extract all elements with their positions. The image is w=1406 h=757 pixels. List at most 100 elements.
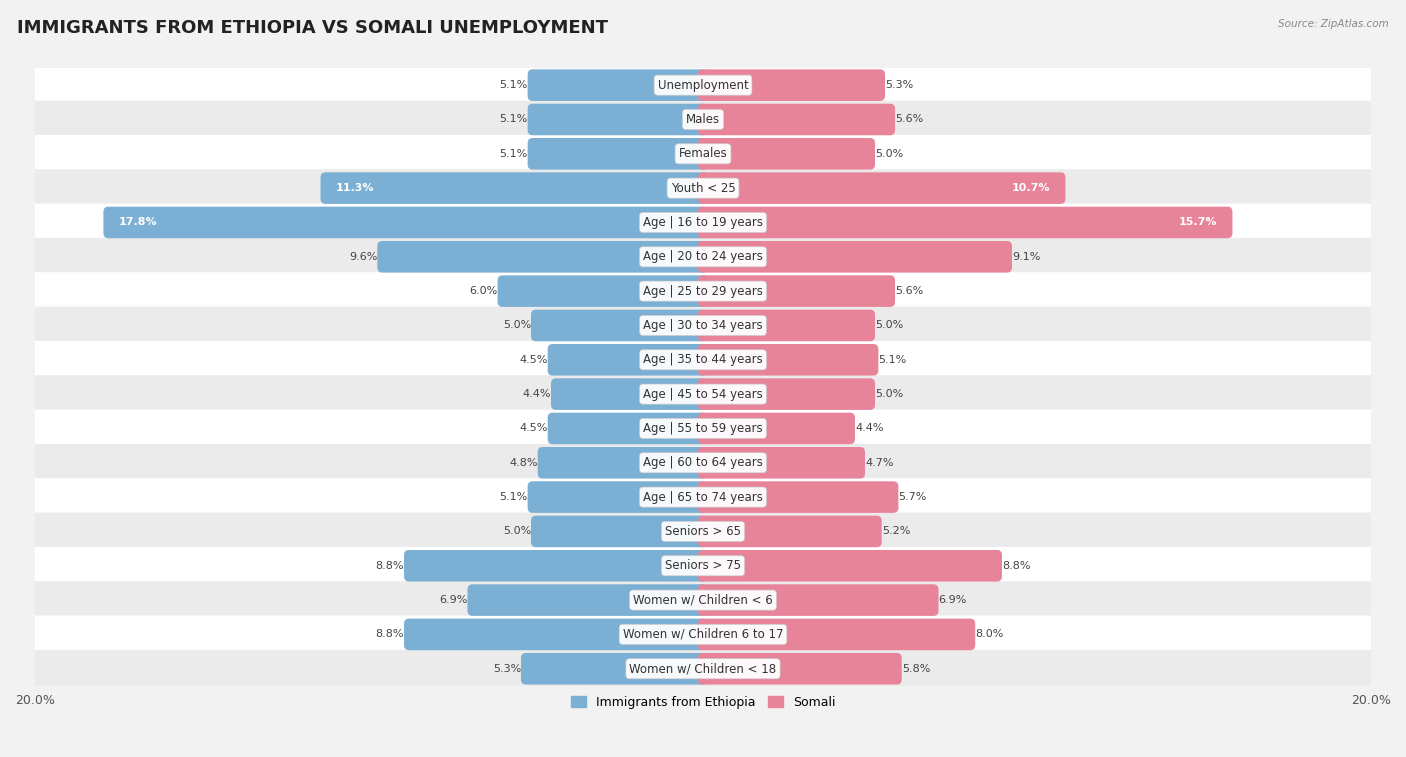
Text: 5.1%: 5.1% — [499, 80, 527, 90]
Text: 5.3%: 5.3% — [884, 80, 914, 90]
Text: Age | 55 to 59 years: Age | 55 to 59 years — [643, 422, 763, 435]
Text: 5.6%: 5.6% — [896, 114, 924, 124]
Text: 9.6%: 9.6% — [349, 252, 377, 262]
FancyBboxPatch shape — [551, 378, 709, 410]
FancyBboxPatch shape — [697, 413, 855, 444]
Text: Seniors > 75: Seniors > 75 — [665, 559, 741, 572]
Text: 8.8%: 8.8% — [375, 629, 404, 640]
FancyBboxPatch shape — [697, 378, 875, 410]
FancyBboxPatch shape — [697, 104, 896, 136]
Text: 17.8%: 17.8% — [118, 217, 157, 227]
Legend: Immigrants from Ethiopia, Somali: Immigrants from Ethiopia, Somali — [565, 690, 841, 714]
FancyBboxPatch shape — [697, 70, 884, 101]
Text: 10.7%: 10.7% — [1012, 183, 1050, 193]
Text: Age | 20 to 24 years: Age | 20 to 24 years — [643, 251, 763, 263]
Text: 9.1%: 9.1% — [1012, 252, 1040, 262]
FancyBboxPatch shape — [0, 581, 1406, 619]
FancyBboxPatch shape — [498, 276, 709, 307]
Text: Age | 25 to 29 years: Age | 25 to 29 years — [643, 285, 763, 298]
FancyBboxPatch shape — [321, 173, 709, 204]
FancyBboxPatch shape — [697, 653, 901, 684]
Text: 5.0%: 5.0% — [875, 149, 903, 159]
Text: Age | 30 to 34 years: Age | 30 to 34 years — [643, 319, 763, 332]
FancyBboxPatch shape — [697, 344, 879, 375]
Text: 4.8%: 4.8% — [509, 458, 537, 468]
FancyBboxPatch shape — [0, 67, 1406, 104]
FancyBboxPatch shape — [697, 207, 1233, 238]
FancyBboxPatch shape — [531, 516, 709, 547]
Text: 11.3%: 11.3% — [336, 183, 374, 193]
FancyBboxPatch shape — [0, 478, 1406, 516]
Text: Females: Females — [679, 148, 727, 160]
FancyBboxPatch shape — [0, 512, 1406, 550]
Text: 6.0%: 6.0% — [470, 286, 498, 296]
FancyBboxPatch shape — [0, 170, 1406, 207]
FancyBboxPatch shape — [0, 204, 1406, 241]
FancyBboxPatch shape — [527, 104, 709, 136]
Text: 5.8%: 5.8% — [901, 664, 931, 674]
FancyBboxPatch shape — [697, 447, 865, 478]
FancyBboxPatch shape — [697, 276, 896, 307]
Text: 5.0%: 5.0% — [875, 389, 903, 399]
FancyBboxPatch shape — [522, 653, 709, 684]
Text: 15.7%: 15.7% — [1178, 217, 1218, 227]
FancyBboxPatch shape — [697, 138, 875, 170]
FancyBboxPatch shape — [527, 481, 709, 513]
FancyBboxPatch shape — [0, 273, 1406, 310]
FancyBboxPatch shape — [0, 444, 1406, 481]
FancyBboxPatch shape — [404, 550, 709, 581]
FancyBboxPatch shape — [0, 615, 1406, 653]
Text: 5.0%: 5.0% — [875, 320, 903, 331]
Text: Age | 35 to 44 years: Age | 35 to 44 years — [643, 354, 763, 366]
FancyBboxPatch shape — [697, 550, 1002, 581]
FancyBboxPatch shape — [537, 447, 709, 478]
Text: 4.4%: 4.4% — [855, 423, 883, 434]
FancyBboxPatch shape — [0, 101, 1406, 139]
Text: Males: Males — [686, 113, 720, 126]
Text: 5.1%: 5.1% — [499, 114, 527, 124]
FancyBboxPatch shape — [527, 70, 709, 101]
FancyBboxPatch shape — [531, 310, 709, 341]
Text: 8.8%: 8.8% — [1002, 561, 1031, 571]
Text: 5.1%: 5.1% — [499, 149, 527, 159]
Text: 4.5%: 4.5% — [519, 423, 548, 434]
Text: Age | 65 to 74 years: Age | 65 to 74 years — [643, 491, 763, 503]
FancyBboxPatch shape — [377, 241, 709, 273]
FancyBboxPatch shape — [0, 650, 1406, 687]
Text: Age | 60 to 64 years: Age | 60 to 64 years — [643, 456, 763, 469]
Text: 6.9%: 6.9% — [439, 595, 468, 605]
Text: Women w/ Children 6 to 17: Women w/ Children 6 to 17 — [623, 628, 783, 641]
FancyBboxPatch shape — [404, 618, 709, 650]
FancyBboxPatch shape — [697, 310, 875, 341]
Text: 5.0%: 5.0% — [503, 526, 531, 537]
FancyBboxPatch shape — [697, 584, 938, 616]
Text: 4.7%: 4.7% — [865, 458, 893, 468]
Text: Women w/ Children < 18: Women w/ Children < 18 — [630, 662, 776, 675]
FancyBboxPatch shape — [548, 413, 709, 444]
FancyBboxPatch shape — [697, 618, 976, 650]
Text: Seniors > 65: Seniors > 65 — [665, 525, 741, 538]
FancyBboxPatch shape — [0, 375, 1406, 413]
FancyBboxPatch shape — [697, 241, 1012, 273]
FancyBboxPatch shape — [104, 207, 709, 238]
FancyBboxPatch shape — [697, 481, 898, 513]
Text: 5.1%: 5.1% — [879, 355, 907, 365]
Text: Youth < 25: Youth < 25 — [671, 182, 735, 195]
Text: 4.4%: 4.4% — [523, 389, 551, 399]
FancyBboxPatch shape — [0, 238, 1406, 276]
FancyBboxPatch shape — [527, 138, 709, 170]
FancyBboxPatch shape — [697, 516, 882, 547]
Text: 8.8%: 8.8% — [375, 561, 404, 571]
Text: Age | 16 to 19 years: Age | 16 to 19 years — [643, 216, 763, 229]
FancyBboxPatch shape — [0, 341, 1406, 378]
Text: 4.5%: 4.5% — [519, 355, 548, 365]
FancyBboxPatch shape — [697, 173, 1066, 204]
Text: 5.7%: 5.7% — [898, 492, 927, 502]
Text: Women w/ Children < 6: Women w/ Children < 6 — [633, 593, 773, 606]
Text: 5.6%: 5.6% — [896, 286, 924, 296]
Text: Age | 45 to 54 years: Age | 45 to 54 years — [643, 388, 763, 400]
Text: Source: ZipAtlas.com: Source: ZipAtlas.com — [1278, 19, 1389, 29]
Text: 5.3%: 5.3% — [492, 664, 522, 674]
Text: 6.9%: 6.9% — [938, 595, 967, 605]
FancyBboxPatch shape — [0, 547, 1406, 584]
